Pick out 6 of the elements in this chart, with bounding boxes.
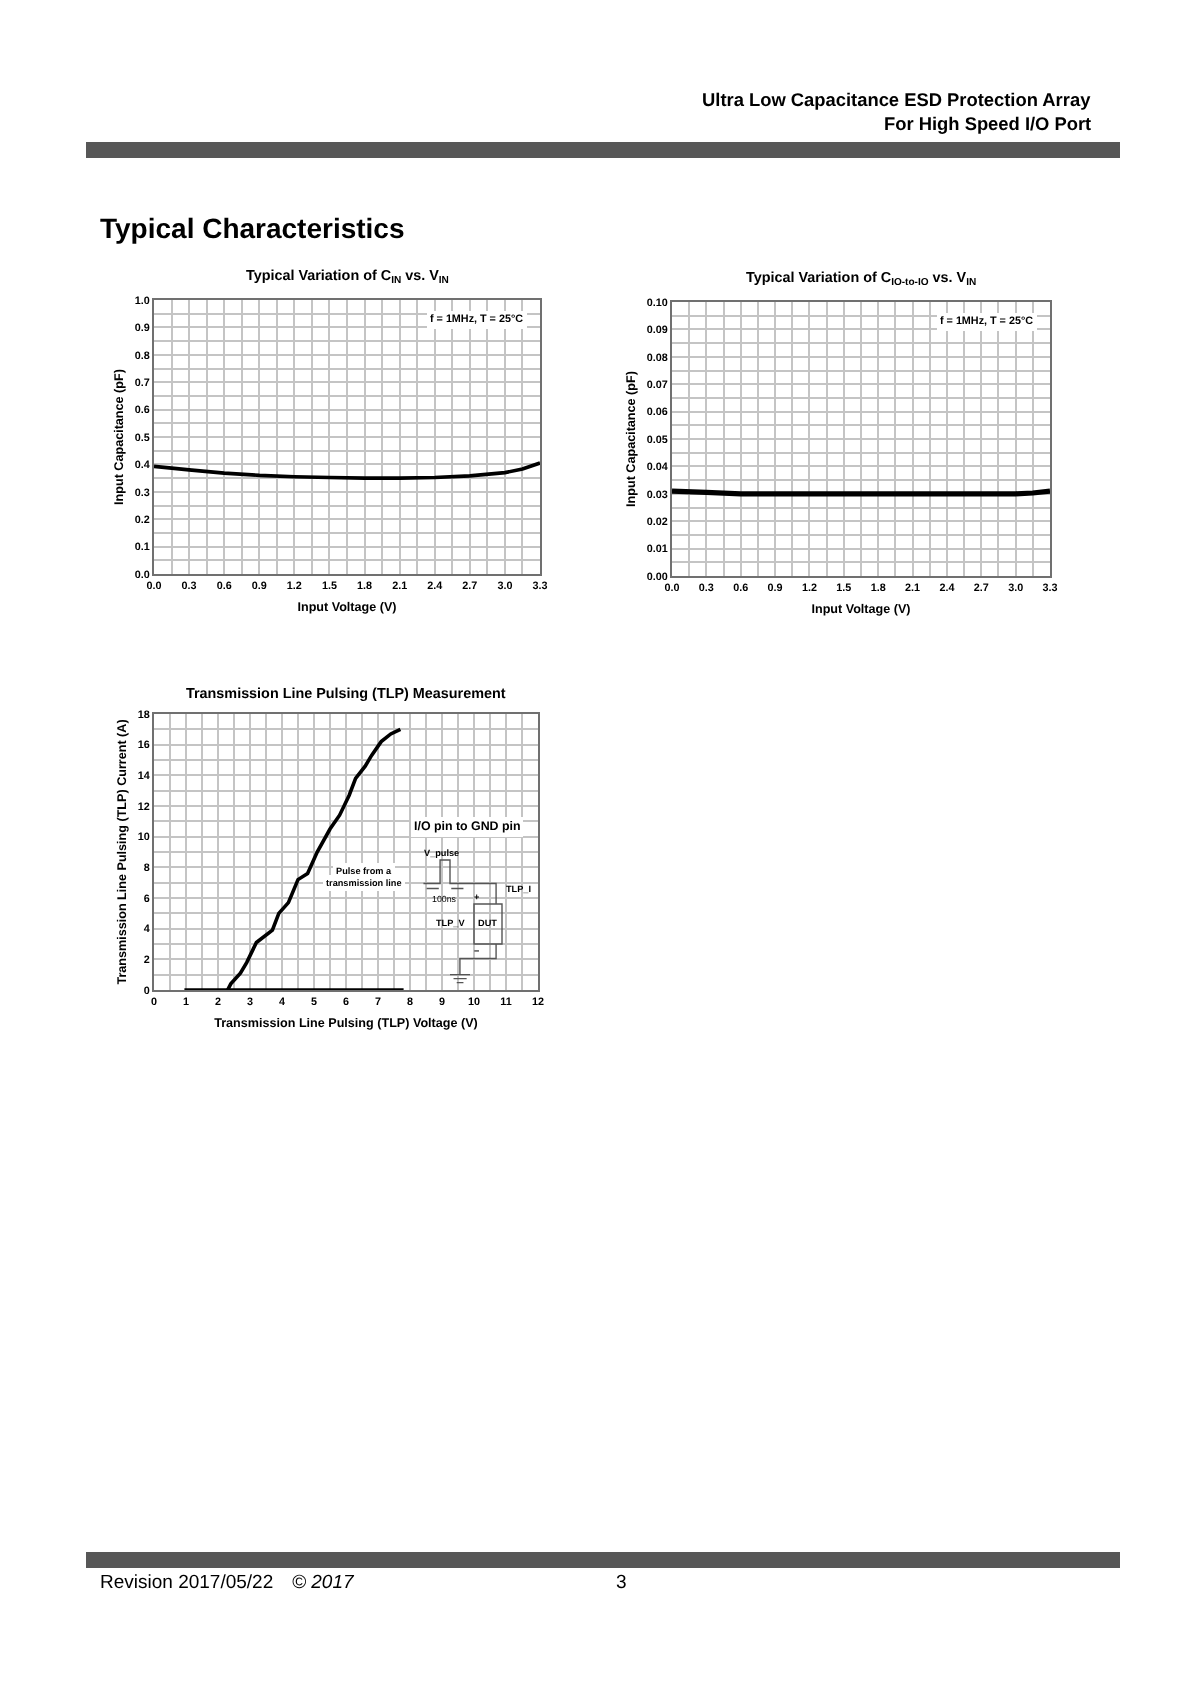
text: Revision 2017/05/22 <box>100 1572 274 1594</box>
text: © 2017 <box>292 1572 355 1594</box>
text: Ultra Low Capacitance ESD Protection Array <box>702 90 1093 110</box>
text: 3 <box>616 1572 627 1594</box>
text: For High Speed I/O Port <box>884 114 1092 134</box>
text: Typical Characteristics <box>100 212 405 244</box>
